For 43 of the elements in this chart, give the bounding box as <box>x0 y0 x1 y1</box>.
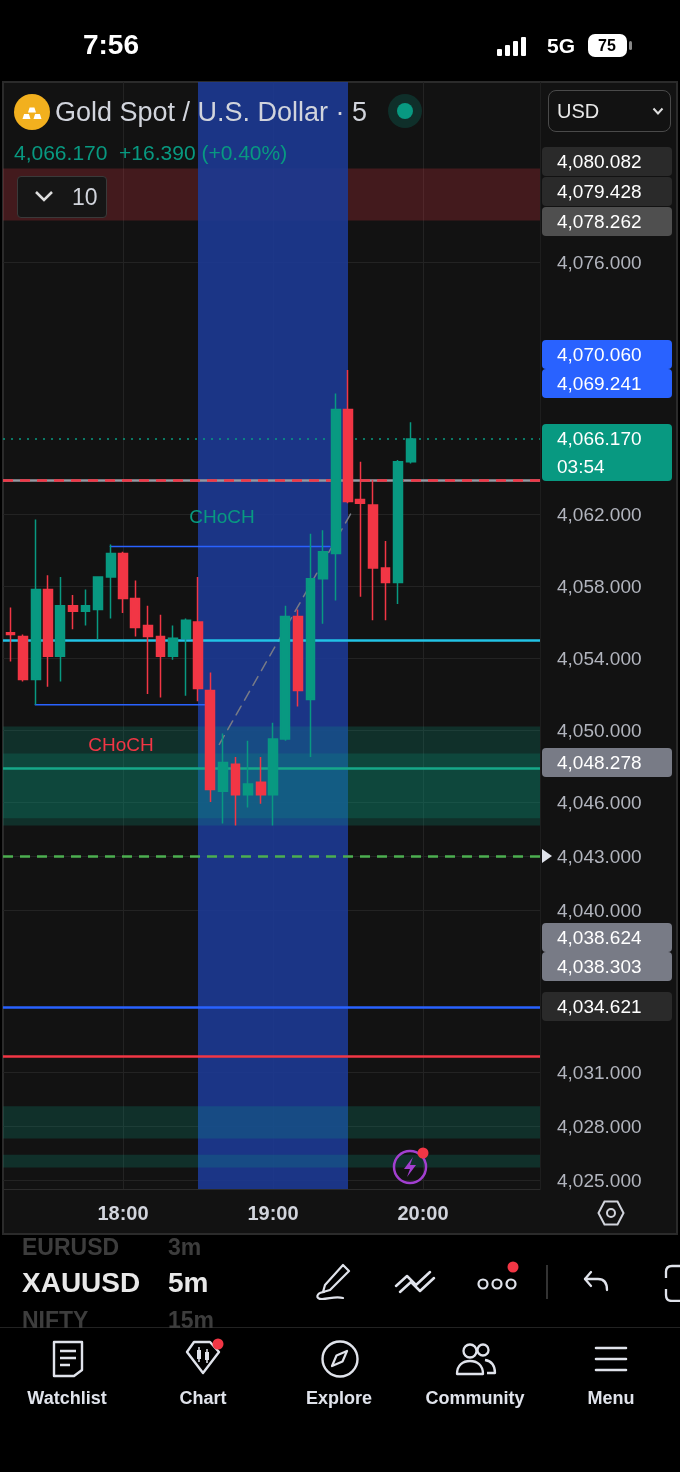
text: NIFTY <box>22 1306 89 1333</box>
y-tick-label: 4,043.000 <box>557 845 642 867</box>
text: Menu <box>587 1388 635 1408</box>
text: 4,038.303 <box>542 951 672 981</box>
text: 4,079.428 <box>542 176 672 206</box>
x-tick-label: 19:00 <box>247 1202 299 1224</box>
text: Watchlist <box>27 1388 107 1408</box>
text: 4,078.262 <box>542 206 672 236</box>
text: 4,048.278 <box>542 747 672 777</box>
ref-line-label: 4,066.170 03:54 <box>542 424 672 482</box>
text: Chart <box>179 1388 227 1408</box>
text: EURUSD <box>22 1233 120 1260</box>
y-tick-label: 4,058.000 <box>557 575 642 597</box>
x-tick-label: 20:00 <box>397 1202 449 1224</box>
text: Gold Spot / U.S. Dollar · 5 <box>55 96 368 127</box>
text: 4,038.624 <box>542 922 672 952</box>
y-tick-label: 4,076.000 <box>557 251 642 273</box>
text: 4,066.170 +16.390 (+0.40%) <box>14 140 288 164</box>
text: 75 <box>598 37 616 54</box>
ref-line-label: 4,034.621 <box>542 992 672 1022</box>
y-tick-label: 4,028.000 <box>557 1115 642 1137</box>
x-tick-label: 18:00 <box>97 1202 149 1224</box>
text: 4,069.241 <box>542 368 672 398</box>
y-tick-label: 4,050.000 <box>557 719 642 741</box>
text: 4,070.060 <box>542 339 672 369</box>
text: 15m <box>168 1306 215 1333</box>
text: Community <box>425 1388 525 1408</box>
text: XAUUSD <box>22 1267 141 1298</box>
annotation: CHoCH <box>88 733 154 755</box>
text: 7:56 <box>82 29 140 60</box>
y-tick-label: 4,054.000 <box>557 647 642 669</box>
y-tick-label: 4,046.000 <box>557 791 642 813</box>
text: 4,080.082 <box>542 146 672 176</box>
annotation: 10 <box>72 183 98 210</box>
text: 5G <box>546 33 576 57</box>
text: USD <box>557 100 600 122</box>
text: 3m <box>168 1233 202 1260</box>
y-tick-label: 4,040.000 <box>557 899 642 921</box>
y-tick-label: 4,031.000 <box>557 1061 642 1083</box>
text: Explore <box>305 1388 373 1408</box>
text: 5m <box>168 1267 209 1298</box>
y-tick-label: 4,062.000 <box>557 503 642 525</box>
y-tick-label: 4,025.000 <box>557 1169 642 1191</box>
